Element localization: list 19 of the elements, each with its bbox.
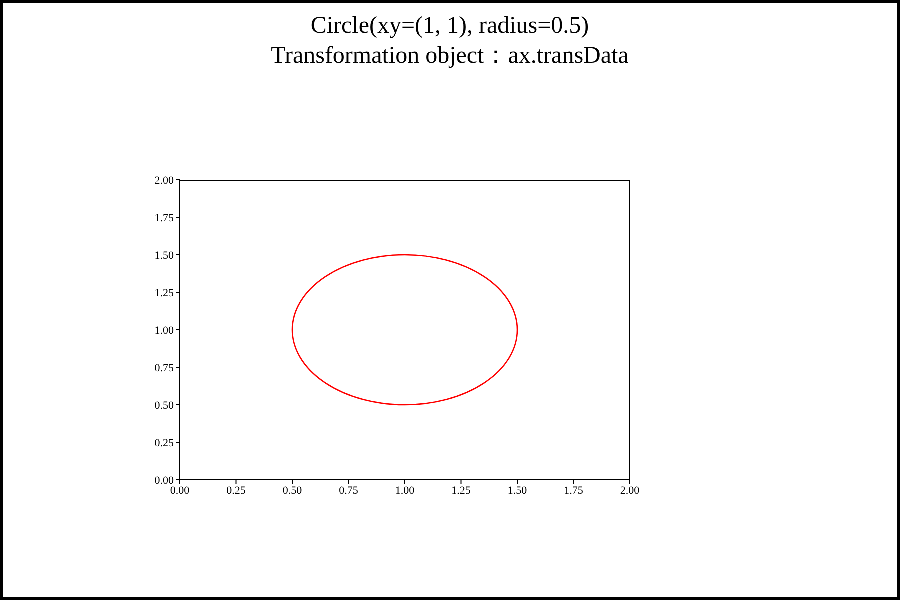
x-tick-label: 1.50: [508, 484, 528, 497]
x-tick-label: 0.50: [282, 484, 303, 497]
chart-title: Circle(xy=(1, 1), radius=0.5) Transformation object：ax.transData: [270, 12, 630, 71]
x-tick-label: 1.75: [564, 484, 584, 497]
y-tick-label: 1.50: [154, 250, 174, 262]
y-tick-label: 1.75: [154, 212, 174, 224]
x-tick-label: 0.25: [226, 484, 246, 497]
y-tick-label: 0.25: [154, 437, 174, 450]
x-tick-label: 1.00: [395, 484, 416, 497]
y-tick-label: 1.25: [154, 287, 174, 300]
x-tick-label: 0.75: [339, 484, 359, 497]
y-tick-label: 0.75: [154, 362, 174, 374]
x-tick-label: 1.25: [452, 484, 472, 497]
y-tick-label: 0.50: [154, 400, 174, 412]
x-tick-label: 2.00: [620, 484, 640, 497]
y-tick-label: 2.00: [154, 174, 174, 187]
x-tick-label: 0.00: [170, 484, 190, 497]
y-tick-label: 1.00: [154, 324, 174, 337]
y-tick-label: 0.00: [154, 474, 174, 487]
